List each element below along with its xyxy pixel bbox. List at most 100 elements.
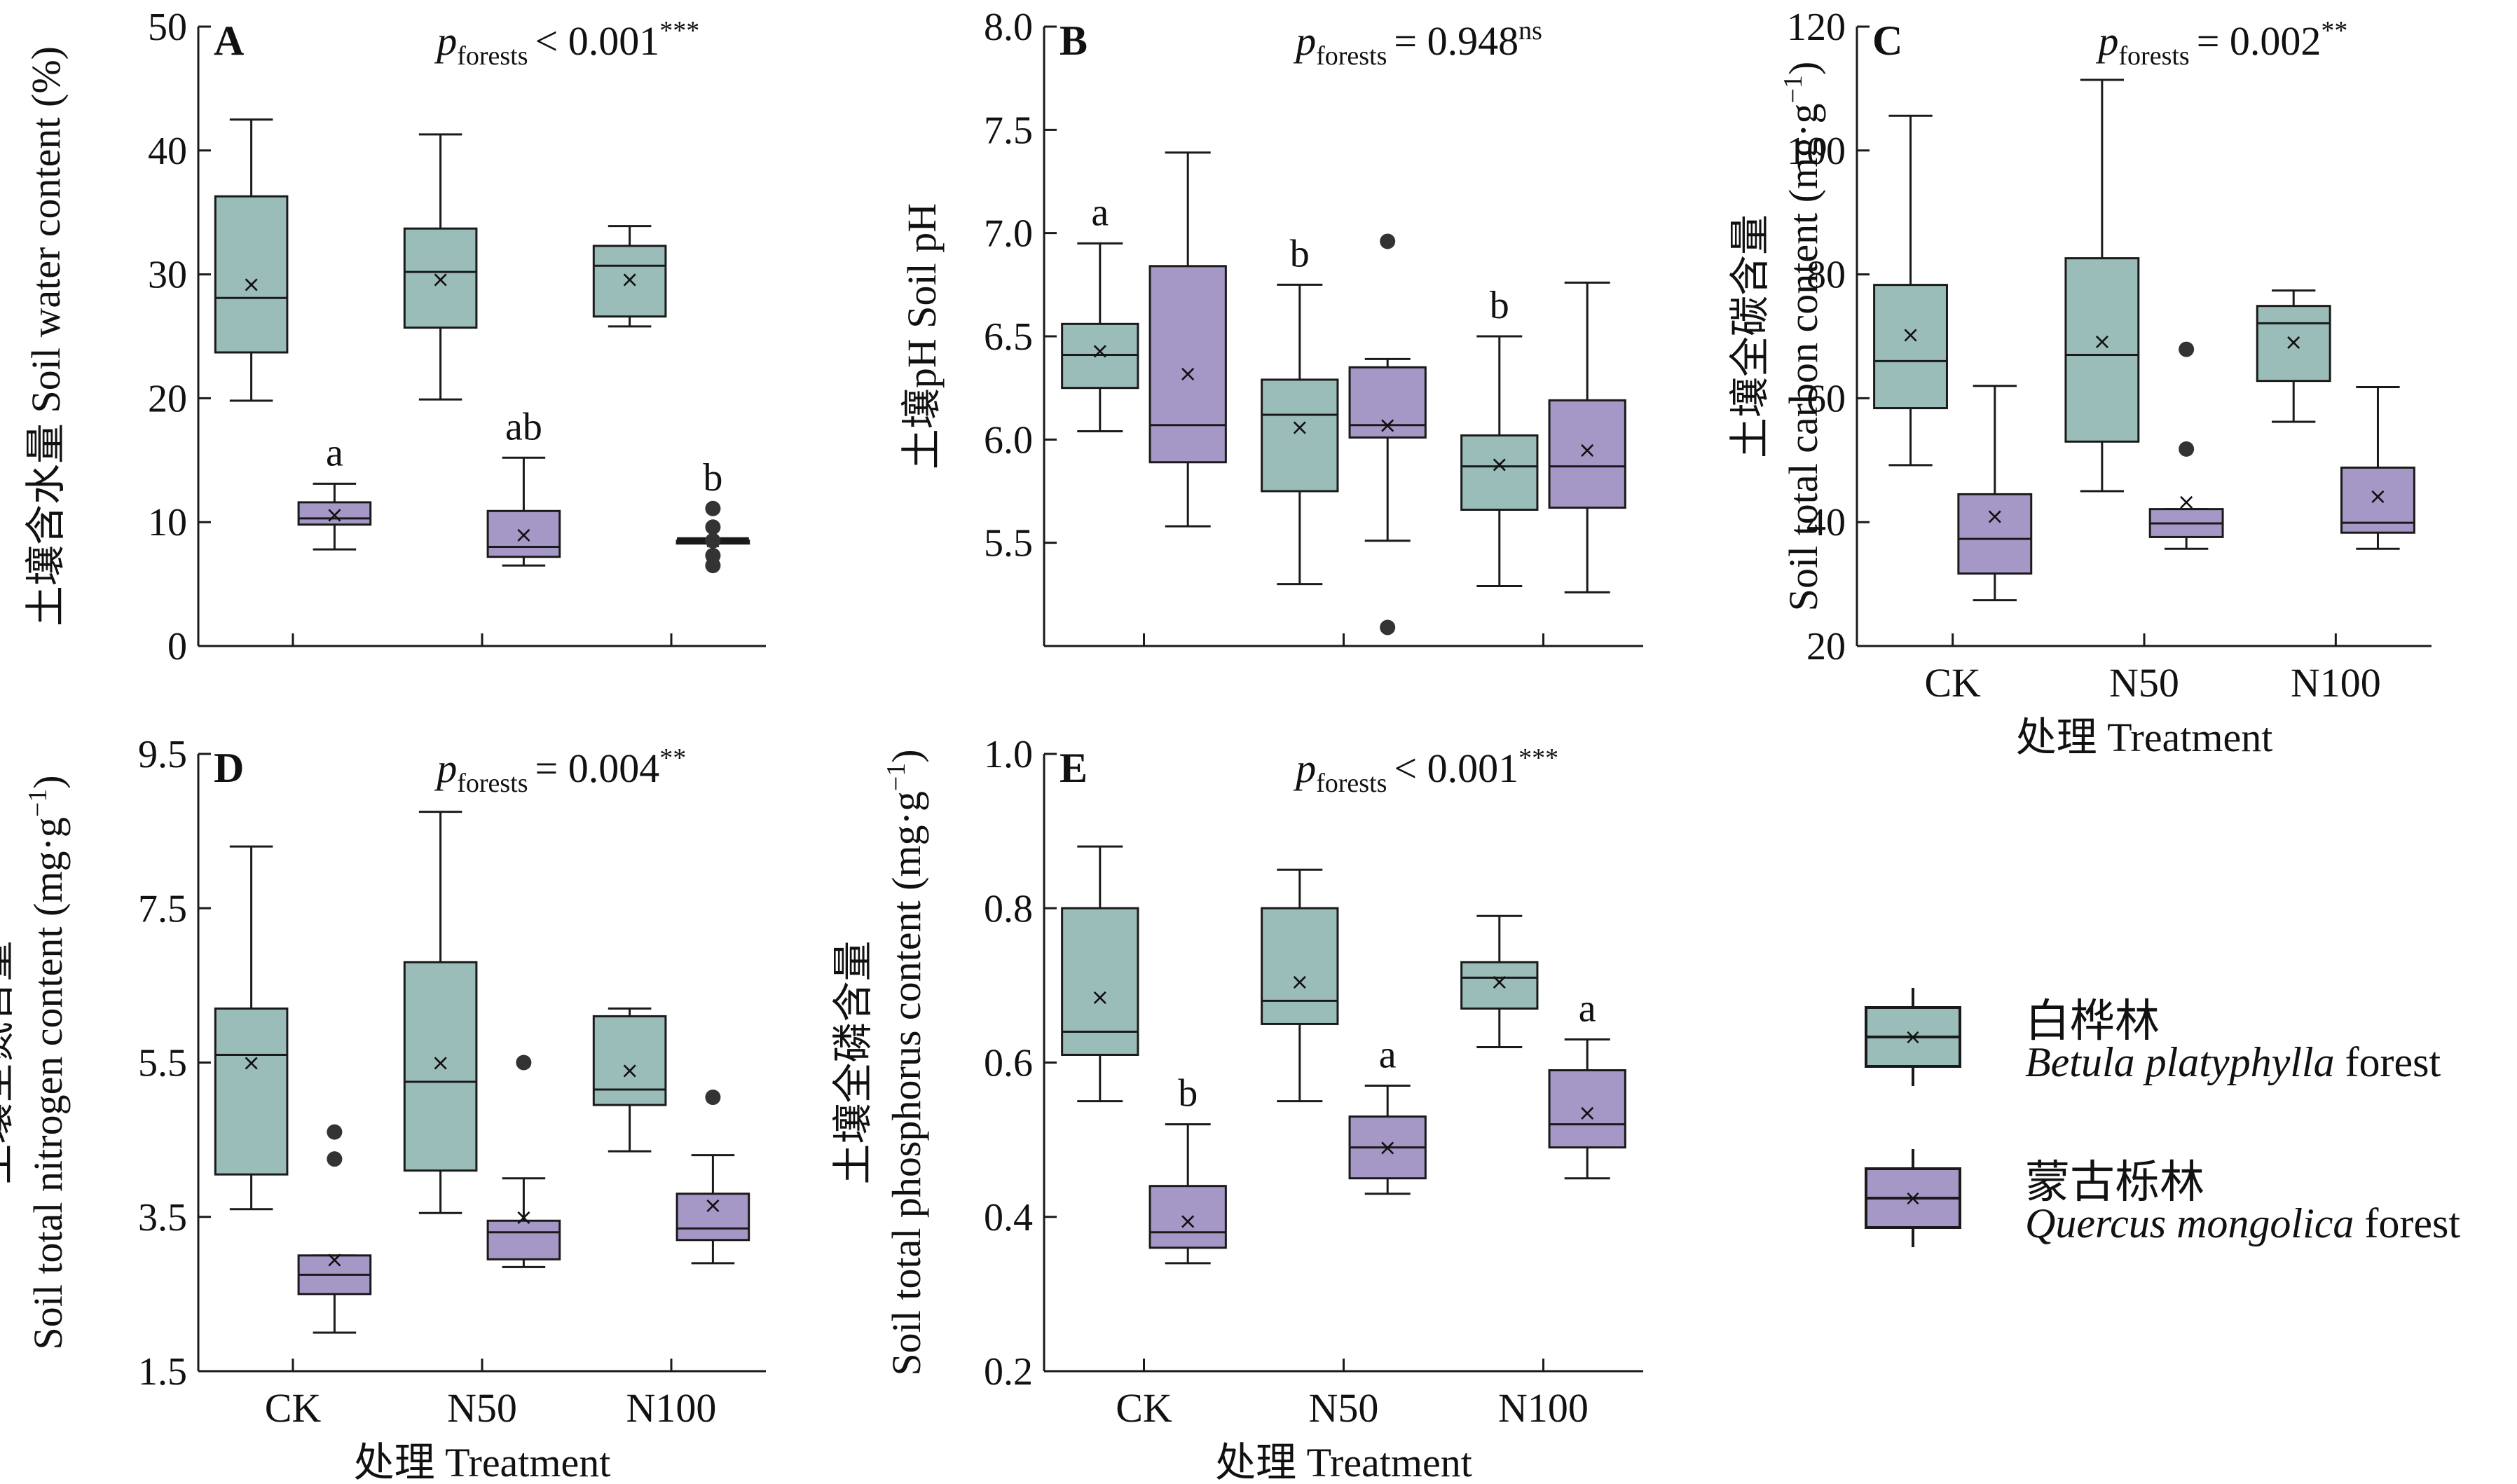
legend-swatch-betula: × — [1865, 988, 1961, 1086]
mean-marker: × — [2368, 483, 2387, 509]
box-betula-3: ×b — [1460, 284, 1539, 588]
panel-letter: E — [1059, 745, 1088, 791]
y-axis-label-sup: −1 — [1778, 75, 1808, 103]
box-quercus-3: ×b — [675, 456, 750, 574]
y-tick-label: 80 — [1806, 254, 1846, 297]
y-tick-label: 120 — [1787, 6, 1846, 49]
y-tick-label: 0.2 — [984, 1350, 1033, 1394]
box-betula-1: × — [1061, 845, 1139, 1103]
y-tick-label: 20 — [148, 377, 187, 420]
significance-letter: ab — [505, 405, 542, 448]
y-axis-label-en: Soil total phosphorus content (mg·g — [884, 791, 929, 1376]
box-quercus-1: × — [1148, 151, 1227, 528]
p-subscript: forests — [457, 769, 528, 798]
p-symbol: p — [1293, 18, 1316, 64]
p-symbol: p — [434, 746, 457, 791]
x-axis-label-cn: 处理 — [2016, 715, 2108, 760]
p-value-label: pforests < 0.001*** — [434, 16, 699, 71]
p-significance: ** — [2321, 16, 2347, 46]
p-value-label: pforests = 0.948ns — [1293, 16, 1542, 71]
box-betula-1: ×a — [1061, 191, 1139, 433]
box-betula-3: × — [592, 1007, 667, 1153]
p-value-label: pforests < 0.001*** — [1293, 743, 1558, 798]
significance-letter: a — [1379, 1033, 1397, 1077]
x-axis-label-en: Treatment — [1307, 1440, 1472, 1484]
mean-marker: × — [620, 266, 639, 293]
outlier-point — [705, 519, 721, 535]
y-tick-label: 1.0 — [984, 733, 1033, 776]
box-body — [1148, 265, 1227, 464]
p-significance: ** — [659, 743, 686, 773]
box-betula-2: ×b — [1261, 232, 1339, 586]
p-value: < 0.001 — [1394, 746, 1518, 791]
box-body — [1061, 907, 1139, 1056]
legend-betula-species: Betula platyphylla — [2025, 1039, 2335, 1085]
y-tick-label: 100 — [1787, 130, 1846, 173]
box-quercus-2: ×a — [1348, 1033, 1427, 1195]
outlier-point — [705, 547, 721, 563]
p-significance: ns — [1518, 16, 1542, 46]
box-quercus-1: × — [297, 1124, 372, 1334]
box-body — [1873, 284, 1948, 410]
y-tick-label: 1.5 — [138, 1350, 187, 1394]
x-tick-label: N50 — [2109, 660, 2179, 706]
panel-d: 1.5 3.5 5.5 7.5 9.5 CK N50 N100 × × × × × × D pforests =… — [0, 733, 766, 1484]
p-value: < 0.001 — [535, 18, 660, 64]
box-body — [2064, 257, 2140, 443]
x-axis-label-en: Treatment — [445, 1440, 610, 1484]
mean-marker: × — [431, 266, 450, 293]
significance-letter: b — [1290, 232, 1310, 275]
box-quercus-2: × — [2148, 341, 2224, 550]
y-tick-label: 6.5 — [984, 315, 1033, 359]
x-tick-label: N100 — [1498, 1385, 1589, 1431]
y-axis-label-end: ) — [25, 775, 71, 788]
y-axis-label: 土壤全碳含量 Soil total carbon content (mg·g−1) — [1727, 62, 1826, 612]
significance-letter: b — [1178, 1072, 1198, 1115]
box-body — [1460, 434, 1539, 511]
box-body — [2256, 305, 2331, 383]
y-axis-label-cn: 土壤含水量 — [23, 413, 69, 626]
mean-marker: × — [1290, 414, 1309, 441]
mean-marker: × — [514, 1204, 533, 1230]
p-symbol: p — [2095, 18, 2118, 64]
significance-letter: a — [1091, 191, 1109, 234]
legend-label-quercus-cn: 蒙古栎林 — [2025, 1157, 2204, 1209]
x-axis-label: 处理 Treatment — [354, 1440, 611, 1484]
box-body — [1261, 378, 1339, 493]
legend-quercus-species: Quercus mongolica — [2025, 1200, 2354, 1246]
x-tick-label: CK — [1116, 1385, 1172, 1431]
legend-swatch-quercus: × — [1865, 1149, 1961, 1247]
significance-letter: a — [326, 431, 343, 474]
outlier-point — [705, 500, 721, 516]
box-quercus-1: ×b — [1148, 1072, 1227, 1265]
box-body — [592, 245, 667, 318]
y-tick-label: 7.5 — [984, 109, 1033, 152]
significance-letter: a — [1579, 987, 1596, 1030]
panel-letter: D — [214, 745, 244, 791]
mean-marker: × — [620, 1057, 639, 1084]
mean-marker: × — [242, 271, 261, 298]
mean-marker: × — [242, 1050, 261, 1076]
x-tick-label: N100 — [626, 1385, 717, 1431]
mean-marker: × — [1179, 360, 1198, 387]
y-tick-label: 0.4 — [984, 1196, 1033, 1239]
mean-marker: × — [1490, 968, 1509, 995]
mean-marker: × — [704, 1192, 722, 1218]
p-value-label: pforests = 0.002** — [2095, 16, 2347, 71]
box-quercus-3: × — [1548, 281, 1626, 593]
y-tick-label: 5.5 — [138, 1042, 187, 1085]
box-body — [214, 195, 289, 354]
legend-label-betula-cn: 白桦林 — [2025, 996, 2160, 1047]
box-body — [1148, 1185, 1227, 1249]
box-betula-2: × — [403, 811, 478, 1214]
mean-marker: × — [2177, 488, 2196, 515]
p-significance: *** — [659, 16, 699, 46]
box-betula-2: × — [1261, 868, 1339, 1103]
panel-letter: B — [1059, 18, 1088, 64]
significance-letter: b — [1490, 284, 1509, 327]
y-axis-label-en: Soil total carbon content (mg·g — [1781, 103, 1826, 611]
box-body — [675, 1193, 750, 1242]
box-betula-2: × — [403, 133, 478, 401]
legend-betula-suffix: forest — [2334, 1039, 2441, 1085]
